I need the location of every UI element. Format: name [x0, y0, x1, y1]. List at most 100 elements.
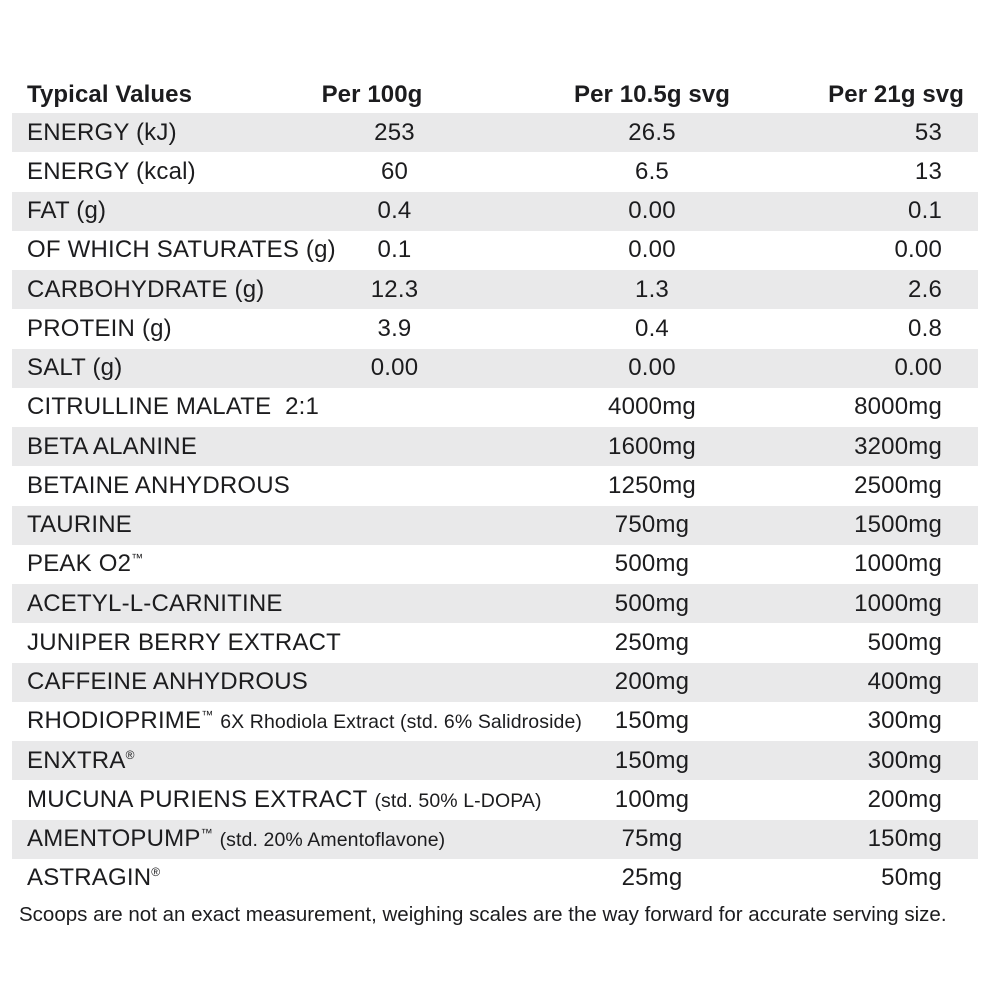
per-10-5g-value: 150mg: [614, 746, 690, 774]
trademark-symbol: ®: [151, 865, 161, 880]
table-row: CITRULLINE MALATE 2:1 4000mg 8000mg: [12, 388, 978, 427]
row-label-cell: TAURINE: [12, 506, 477, 545]
per-100g-value: 60: [380, 157, 409, 185]
per-10-5g-value: 26.5: [628, 118, 676, 146]
table-row: ENXTRA® 150mg 300mg: [12, 741, 978, 781]
per-21g-value: 1500mg: [854, 511, 942, 539]
per-10-5g-value: 4000mg: [608, 393, 696, 421]
row-label: BETAINE ANHYDROUS: [27, 471, 291, 499]
nutrition-table: Typical Values Per 100g Per 10.5g svg Pe…: [12, 76, 978, 898]
header-per-100g: Per 100g: [321, 80, 423, 108]
per-10-5g-value: 150mg: [614, 707, 690, 735]
row-label-cell: ENXTRA®: [12, 741, 477, 780]
per-21g-value: 0.1: [908, 197, 942, 225]
row-label-cell: ENERGY (kcal): [12, 152, 312, 191]
row-label: OF WHICH SATURATES (g): [27, 236, 336, 264]
row-label-cell: ENERGY (kJ): [12, 113, 312, 152]
per-21g-value: 8000mg: [854, 393, 942, 421]
per-100g-value: 0.4: [377, 197, 412, 225]
row-label-cell: ACETYL-L-CARNITINE: [12, 584, 477, 623]
table-row: BETA ALANINE 1600mg 3200mg: [12, 427, 978, 467]
row-label: CITRULLINE MALATE 2:1: [27, 393, 320, 421]
per-21g-value: 300mg: [867, 746, 942, 774]
per-21g-value: 3200mg: [854, 432, 942, 460]
per-21g-value: 0.00: [894, 236, 942, 264]
row-label-cell: PEAK O2™: [12, 545, 477, 584]
per-10-5g-value: 0.00: [628, 236, 676, 264]
per-10-5g-value: 100mg: [614, 785, 690, 813]
row-label-cell: ASTRAGIN®: [12, 859, 477, 898]
table-row: ENERGY (kcal) 60 6.5 13: [12, 152, 978, 191]
per-10-5g-value: 0.00: [628, 354, 676, 382]
row-label-cell: OF WHICH SATURATES (g): [12, 231, 336, 270]
row-label: MUCUNA PURIENS EXTRACT: [27, 785, 368, 813]
per-21g-value: 500mg: [867, 628, 942, 656]
row-label: CAFFEINE ANHYDROUS: [27, 668, 308, 696]
row-label: RHODIOPRIME: [27, 707, 202, 735]
row-label-cell: PROTEIN (g): [12, 309, 312, 348]
per-21g-value: 2500mg: [854, 471, 942, 499]
row-label: SALT (g): [27, 354, 123, 382]
table-row: ENERGY (kJ) 253 26.5 53: [12, 113, 978, 153]
row-label: PEAK O2: [27, 550, 132, 578]
table-row: RHODIOPRIME™ 6X Rhodiola Extract (std. 6%…: [12, 702, 978, 741]
row-label: ENXTRA: [27, 746, 126, 774]
row-note: 6X Rhodiola Extract (std. 6% Salidroside…: [220, 711, 582, 734]
header-per-21g-svg: Per 21g svg: [828, 80, 964, 108]
per-10-5g-value: 0.00: [628, 197, 676, 225]
per-21g-value: 1000mg: [854, 550, 942, 578]
row-label-cell: RHODIOPRIME™ 6X Rhodiola Extract (std. 6%…: [12, 702, 582, 741]
trademark-symbol: ™: [200, 826, 213, 841]
per-21g-value: 300mg: [867, 707, 942, 735]
row-label-cell: FAT (g): [12, 192, 312, 231]
per-10-5g-value: 500mg: [614, 550, 690, 578]
row-label: JUNIPER BERRY EXTRACT: [27, 628, 342, 656]
row-label-cell: BETA ALANINE: [12, 427, 477, 466]
per-10-5g-value: 1250mg: [608, 471, 696, 499]
row-note: (std. 20% Amentoflavone): [219, 829, 446, 852]
table-body: ENERGY (kJ) 253 26.5 53 ENERGY (kcal) 60…: [12, 113, 978, 898]
row-label: TAURINE: [27, 511, 132, 539]
trademark-symbol: ™: [201, 708, 214, 723]
table-row: SALT (g) 0.00 0.00 0.00: [12, 348, 978, 388]
table-header: Typical Values Per 100g Per 10.5g svg Pe…: [12, 76, 978, 113]
per-21g-value: 53: [914, 118, 942, 146]
per-10-5g-value: 500mg: [614, 589, 690, 617]
per-10-5g-value: 750mg: [614, 511, 690, 539]
row-label-cell: MUCUNA PURIENS EXTRACT (std. 50% L-DOPA): [12, 780, 541, 819]
row-label-cell: CARBOHYDRATE (g): [12, 270, 312, 309]
per-10-5g-value: 6.5: [635, 157, 669, 185]
per-10-5g-value: 75mg: [621, 825, 683, 853]
per-21g-value: 50mg: [881, 864, 942, 892]
per-21g-value: 13: [914, 157, 942, 185]
table-row: JUNIPER BERRY EXTRACT 250mg 500mg: [12, 623, 978, 662]
row-label: ACETYL-L-CARNITINE: [27, 589, 283, 617]
per-100g-value: 3.9: [377, 314, 412, 342]
table-row: BETAINE ANHYDROUS 1250mg 2500mg: [12, 466, 978, 505]
per-21g-value: 1000mg: [854, 589, 942, 617]
per-10-5g-value: 1600mg: [608, 432, 696, 460]
per-21g-value: 0.00: [894, 354, 942, 382]
per-21g-value: 2.6: [908, 275, 942, 303]
trademark-symbol: ®: [125, 747, 135, 762]
row-label: BETA ALANINE: [27, 432, 198, 460]
row-label: ENERGY (kJ): [27, 118, 177, 146]
row-label-cell: CITRULLINE MALATE 2:1: [12, 388, 477, 427]
per-21g-value: 0.8: [908, 314, 942, 342]
row-note: (std. 50% L-DOPA): [374, 789, 542, 812]
per-10-5g-value: 25mg: [621, 864, 683, 892]
per-100g-value: 12.3: [370, 275, 419, 303]
header-per-10-5g-svg: Per 10.5g svg: [573, 80, 731, 108]
per-100g-value: 0.1: [377, 236, 412, 264]
row-label: PROTEIN (g): [27, 314, 172, 342]
per-10-5g-value: 250mg: [614, 628, 690, 656]
row-label: ENERGY (kcal): [27, 157, 196, 185]
row-label: FAT (g): [27, 197, 107, 225]
row-label: ASTRAGIN: [27, 864, 152, 892]
table-row: AMENTOPUMP™ (std. 20% Amentoflavone) 75mg…: [12, 819, 978, 859]
table-row: MUCUNA PURIENS EXTRACT (std. 50% L-DOPA) …: [12, 780, 978, 819]
header-row: Typical Values Per 100g Per 10.5g svg Pe…: [12, 76, 978, 113]
table-row: PROTEIN (g) 3.9 0.4 0.8: [12, 309, 978, 348]
table-row: ASTRAGIN® 25mg 50mg: [12, 859, 978, 898]
